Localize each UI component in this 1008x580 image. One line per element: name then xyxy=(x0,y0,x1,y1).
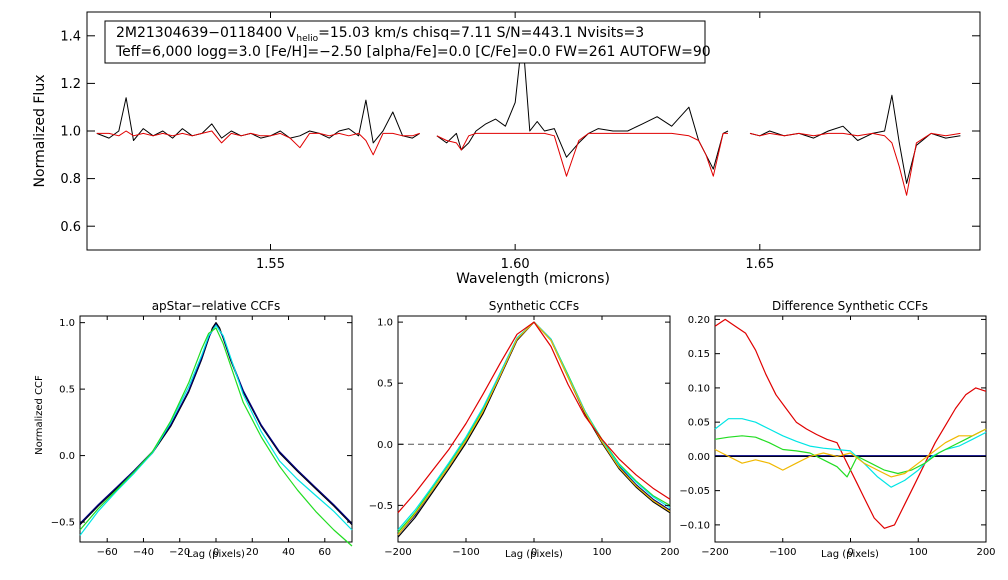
series-green xyxy=(714,428,987,478)
difference-ccf-title: Difference Synthetic CCFs xyxy=(772,299,928,313)
series-green xyxy=(397,321,671,533)
series-red xyxy=(714,318,987,529)
y-tick-label: 1.4 xyxy=(60,29,81,44)
y-tick-label: −0.5 xyxy=(51,518,75,529)
x-tick-label: −20 xyxy=(169,547,190,558)
synthetic-ccf-series-group xyxy=(397,321,671,538)
x-tick-label: −100 xyxy=(452,547,479,558)
synthetic-ccf-x-label: Lag (pixels) xyxy=(505,549,563,560)
y-tick-label: 1.0 xyxy=(60,125,81,140)
apstar-ccf-x-ticks: −60 −40 −20 0 20 40 60 xyxy=(97,316,331,558)
spectrum-panel: 1.55 1.60 1.65 0.6 0.8 1.0 1.2 1.4 2M21304639−… xyxy=(32,11,981,287)
x-tick-label: 1.65 xyxy=(745,257,774,272)
series-blue xyxy=(397,321,671,536)
y-tick-label: 0.20 xyxy=(688,315,710,326)
y-tick-label: 0.6 xyxy=(60,220,81,235)
spectrum-legend-line1: 2M21304639−0118400 Vhelio=15.03 km/s chi… xyxy=(116,25,644,44)
x-tick-label: 1.55 xyxy=(256,257,285,272)
series-orange xyxy=(714,428,987,478)
y-tick-label: 0.5 xyxy=(377,379,393,390)
x-tick-label: 100 xyxy=(592,547,611,558)
y-tick-label: 0.0 xyxy=(377,440,393,451)
series-blue xyxy=(79,323,353,524)
spectrum-x-label: Wavelength (microns) xyxy=(456,271,610,287)
x-tick-label: 0 xyxy=(213,547,219,558)
synthetic-ccf-plot-frame xyxy=(397,315,671,543)
spectrum-legend-line2: Teff=6,000 logg=3.0 [Fe/H]=−2.50 [alpha/… xyxy=(115,44,711,60)
x-tick-label: 100 xyxy=(909,547,928,558)
series-red xyxy=(397,321,671,514)
series-cyan xyxy=(397,321,671,531)
series-orange xyxy=(397,321,671,536)
synthetic-ccf-panel: −200 −100 0 100 200 −0.5 0.0 0.5 1.0 Synthetic … xyxy=(369,299,680,560)
x-tick-label: 20 xyxy=(246,547,259,558)
y-tick-label: −0.05 xyxy=(679,486,710,497)
y-tick-label: 0.8 xyxy=(60,172,81,187)
y-tick-label: 1.2 xyxy=(60,77,81,92)
apstar-ccf-x-label: Lag (pixels) xyxy=(187,549,245,560)
series-green xyxy=(79,327,353,547)
spectrum-y-ticks: 0.6 0.8 1.0 1.2 1.4 xyxy=(60,29,980,235)
difference-ccf-x-ticks: −200 −100 0 100 200 xyxy=(701,316,996,558)
synthetic-ccf-y-ticks: −0.5 0.0 0.5 1.0 xyxy=(369,318,670,512)
synthetic-ccf-x-ticks: −200 −100 0 100 200 xyxy=(384,316,680,558)
difference-ccf-panel: −200 −100 0 100 200 −0.10 −0.05 0.00 0.05 0.10 0.… xyxy=(679,299,995,560)
x-tick-label: 40 xyxy=(282,547,295,558)
y-tick-label: 0.5 xyxy=(59,385,75,396)
x-tick-label: 200 xyxy=(660,547,679,558)
x-tick-label: 1.60 xyxy=(501,257,530,272)
x-tick-label: −40 xyxy=(133,547,154,558)
difference-ccf-y-ticks: −0.10 −0.05 0.00 0.05 0.10 0.15 0.20 xyxy=(679,315,986,531)
x-tick-label: −60 xyxy=(97,547,118,558)
series-black xyxy=(79,322,353,526)
apstar-ccf-title: apStar−relative CCFs xyxy=(152,299,281,313)
x-tick-label: 200 xyxy=(976,547,995,558)
legend-object-velocity: 2M21304639−0118400 V xyxy=(116,25,297,41)
y-tick-label: 0.10 xyxy=(688,383,710,394)
spectrum-x-ticks: 1.55 1.60 1.65 xyxy=(256,12,774,272)
difference-ccf-series-group xyxy=(714,318,987,529)
synthetic-ccf-title: Synthetic CCFs xyxy=(489,299,579,313)
series-black xyxy=(397,321,671,538)
legend-helio-subscript: helio xyxy=(296,34,318,44)
legend-stats: =15.03 km/s chisq=7.11 S/N=443.1 Nvisits… xyxy=(318,25,644,41)
x-tick-label: 60 xyxy=(318,547,331,558)
apstar-ccf-y-label: Normalized CCF xyxy=(34,375,45,455)
y-tick-label: −0.10 xyxy=(679,520,710,531)
y-tick-label: 0.05 xyxy=(688,418,710,429)
x-tick-label: −200 xyxy=(384,547,411,558)
x-tick-label: 0 xyxy=(847,547,853,558)
difference-ccf-x-label: Lag (pixels) xyxy=(821,549,879,560)
y-tick-label: 1.0 xyxy=(377,318,393,329)
y-tick-label: 0.00 xyxy=(688,452,710,463)
apstar-ccf-panel: −60 −40 −20 0 20 40 60 −0.5 0.0 0.5 1.0 apStar−re… xyxy=(34,299,353,560)
spectrum-y-label: Normalized Flux xyxy=(32,75,48,188)
x-tick-label: −100 xyxy=(769,547,796,558)
apstar-ccf-y-ticks: −0.5 0.0 0.5 1.0 xyxy=(51,318,352,529)
apstar-ccf-series-group xyxy=(79,322,353,547)
x-tick-label: −200 xyxy=(701,547,728,558)
apstar-ccf-plot-frame xyxy=(79,315,353,543)
series-cyan xyxy=(79,324,353,536)
spectrum-series-group xyxy=(96,35,961,196)
x-tick-label: 0 xyxy=(531,547,537,558)
y-tick-label: 1.0 xyxy=(59,318,75,329)
y-tick-label: 0.15 xyxy=(688,349,710,360)
spectrum-legend-box xyxy=(104,20,706,64)
y-tick-label: 0.0 xyxy=(59,451,75,462)
y-tick-label: −0.5 xyxy=(369,501,393,512)
series-model xyxy=(96,130,961,196)
